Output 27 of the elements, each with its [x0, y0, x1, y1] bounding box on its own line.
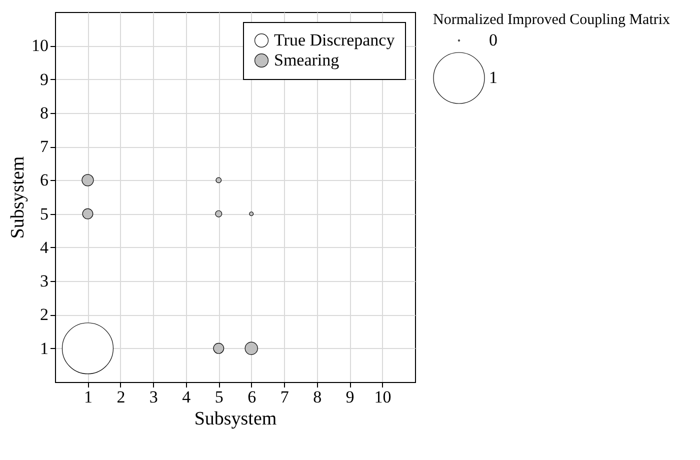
y-tick-label: 3 — [40, 272, 48, 291]
y-tick-label: 1 — [40, 338, 48, 358]
y-tick-label: 4 — [40, 238, 49, 257]
x-tick-label: 8 — [313, 388, 322, 406]
y-tick-label: 9 — [40, 70, 48, 89]
y-tick-label: 10 — [32, 36, 48, 56]
x-tick-label: 5 — [214, 388, 224, 406]
y-tick-label: 8 — [40, 103, 48, 122]
y-tick-label: 5 — [40, 204, 48, 224]
x-tick-label: 10 — [374, 388, 392, 406]
y-axis-title: Subsystem — [8, 156, 28, 239]
x-tick-label: 3 — [149, 388, 158, 406]
y-tick-label: 7 — [40, 137, 49, 156]
x-tick-label: 7 — [280, 388, 290, 406]
legend-title: Normalized Improved Coupling Matrix — [433, 12, 671, 28]
legend-label: True Discrepancy — [274, 30, 396, 50]
legend-label: Smearing — [274, 50, 340, 70]
legend-label: 0 — [489, 30, 498, 50]
x-tick-label: 4 — [182, 388, 192, 406]
legend-label: 1 — [489, 68, 498, 87]
x-tick-label: 6 — [248, 388, 256, 406]
y-tick-label: 6 — [40, 170, 48, 190]
x-tick-label: 1 — [84, 388, 92, 406]
x-tick-label: 2 — [116, 388, 126, 406]
x-axis-title: Subsystem — [194, 408, 277, 430]
x-tick-label: 9 — [346, 388, 354, 406]
y-tick-label: 2 — [40, 305, 48, 324]
